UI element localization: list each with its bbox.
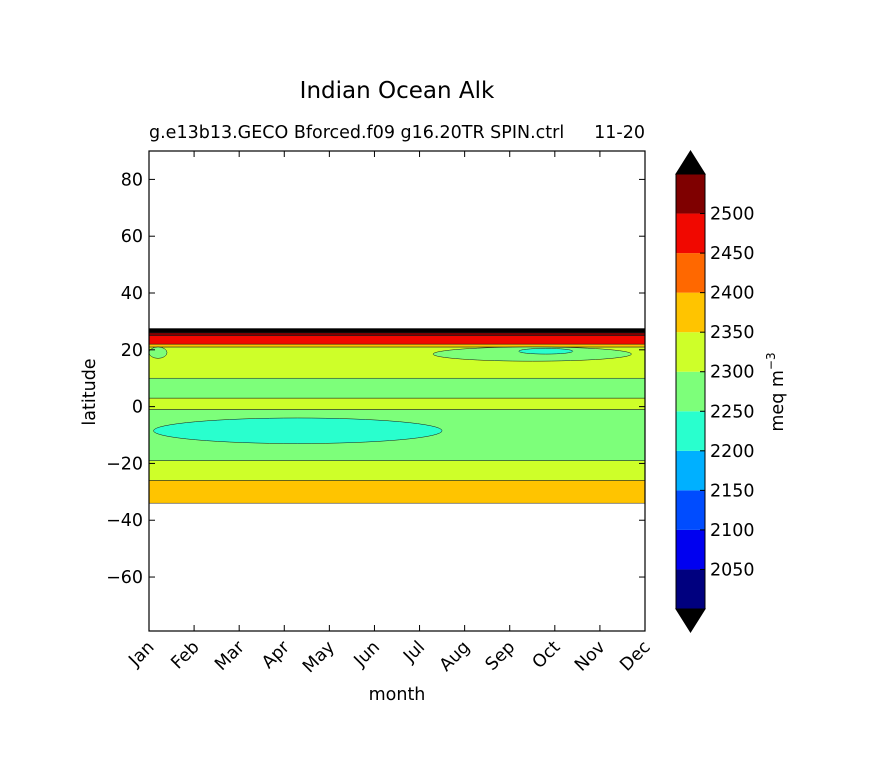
colorbar-segment xyxy=(676,490,705,530)
colorbar-segment xyxy=(676,450,705,491)
contour-band xyxy=(149,332,645,336)
x-tick-label: Jan xyxy=(125,637,159,671)
y-axis: 80 60 40 20 0 −20 −40 −60 xyxy=(106,170,645,588)
y-tick-label: −20 xyxy=(106,454,143,474)
colorbar-segment xyxy=(676,411,705,451)
x-tick-label: Mar xyxy=(211,637,249,675)
contour-band xyxy=(149,335,645,345)
x-tick-label: Oct xyxy=(529,637,565,673)
contour-band xyxy=(149,377,645,399)
y-axis-label: latitude xyxy=(80,358,100,425)
x-tick-label: Jul xyxy=(399,637,429,667)
colorbar-frame xyxy=(675,173,706,610)
y-tick-label: 0 xyxy=(132,398,143,418)
contour-band xyxy=(149,397,645,410)
colorbar-label-unit: meq m xyxy=(768,370,788,432)
colorbar-tick-label: 2400 xyxy=(710,284,755,304)
chart-title: Indian Ocean Alk xyxy=(300,78,495,104)
colorbar-segment xyxy=(676,213,705,254)
y-tick-label: 60 xyxy=(121,227,143,247)
x-tick-label: May xyxy=(299,637,339,677)
y-tick-label: 40 xyxy=(121,284,143,304)
contour-patch xyxy=(518,348,574,355)
plot-frame xyxy=(148,150,646,632)
colorbar-segment xyxy=(676,253,705,293)
colorbar-tick-label: 2100 xyxy=(710,521,755,541)
contour-band xyxy=(149,480,645,504)
colorbar-tick-label: 2150 xyxy=(710,481,755,501)
colorbar-tick-label: 2050 xyxy=(710,560,755,580)
colorbar-extend-low xyxy=(675,608,706,633)
x-tick-label: Apr xyxy=(258,637,294,673)
colorbar-segment xyxy=(676,174,705,214)
x-tick-label: Feb xyxy=(168,637,204,673)
contour-band xyxy=(149,460,645,481)
colorbar-segment xyxy=(676,529,705,570)
colorbar-tick-label: 2250 xyxy=(710,402,755,422)
contour-band xyxy=(149,343,645,348)
x-tick-label: Jun xyxy=(350,637,384,671)
contour-patches xyxy=(149,346,632,444)
contour-band xyxy=(149,328,645,334)
colorbar-segment xyxy=(676,332,705,372)
plot-area xyxy=(149,151,645,631)
colorbar-tick-label: 2500 xyxy=(710,205,755,225)
y-tick-label: 80 xyxy=(121,170,143,190)
colorbar-tick-label: 2350 xyxy=(710,323,755,343)
colorbar-label-exponent: −3 xyxy=(764,352,778,370)
contour-patch xyxy=(153,417,443,444)
y-tick-label: 20 xyxy=(121,341,143,361)
x-tick-label: Aug xyxy=(436,637,474,675)
x-tick-label: Nov xyxy=(571,637,609,675)
colorbar-tick-label: 2200 xyxy=(710,442,755,462)
chart-subtitle-left: g.e13b13.GECO Bforced.f09 g16.20TR SPIN.… xyxy=(149,123,564,143)
colorbar-tick-label: 2450 xyxy=(710,244,755,264)
colorbar-label: meq m−3 xyxy=(764,352,788,431)
x-tick-label: Dec xyxy=(616,637,654,675)
contour-patch xyxy=(432,346,632,362)
colorbar-segment xyxy=(676,292,705,333)
x-axis-label: month xyxy=(369,685,426,705)
contour-patch xyxy=(149,346,168,359)
y-tick-label: −60 xyxy=(106,568,143,588)
colorbar-segment xyxy=(676,371,705,412)
chart-subtitle-right: 11-20 xyxy=(594,123,645,143)
colorbar-extend-high xyxy=(675,150,706,175)
colorbar: 2050 2100 2150 2200 2250 2300 2350 2400 2450 2500 xyxy=(675,150,755,633)
colorbar-tick-label: 2300 xyxy=(710,363,755,383)
contour-bands xyxy=(149,328,645,504)
x-tick-label: Sep xyxy=(482,637,519,674)
colorbar-segment xyxy=(676,569,705,609)
y-tick-label: −40 xyxy=(106,511,143,531)
